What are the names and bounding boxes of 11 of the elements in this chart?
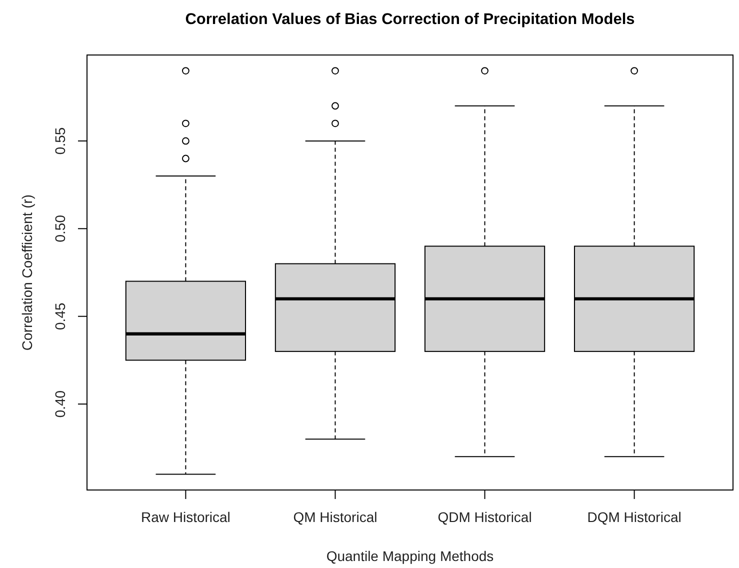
- y-tick-label: 0.45: [52, 302, 68, 330]
- y-tick-label: 0.40: [52, 390, 68, 418]
- x-tick-label: QDM Historical: [438, 509, 532, 525]
- x-tick-label: DQM Historical: [587, 509, 682, 525]
- y-tick-label: 0.55: [52, 127, 68, 155]
- y-tick-label: 0.50: [52, 214, 68, 242]
- chart-title: Correlation Values of Bias Correction of Precipitation Models: [185, 11, 635, 28]
- x-tick-label: QM Historical: [293, 509, 378, 525]
- x-tick-label: Raw Historical: [140, 509, 230, 525]
- y-axis-title: Correlation Coefficient (r): [18, 194, 35, 351]
- x-axis-title: Quantile Mapping Methods: [326, 548, 494, 564]
